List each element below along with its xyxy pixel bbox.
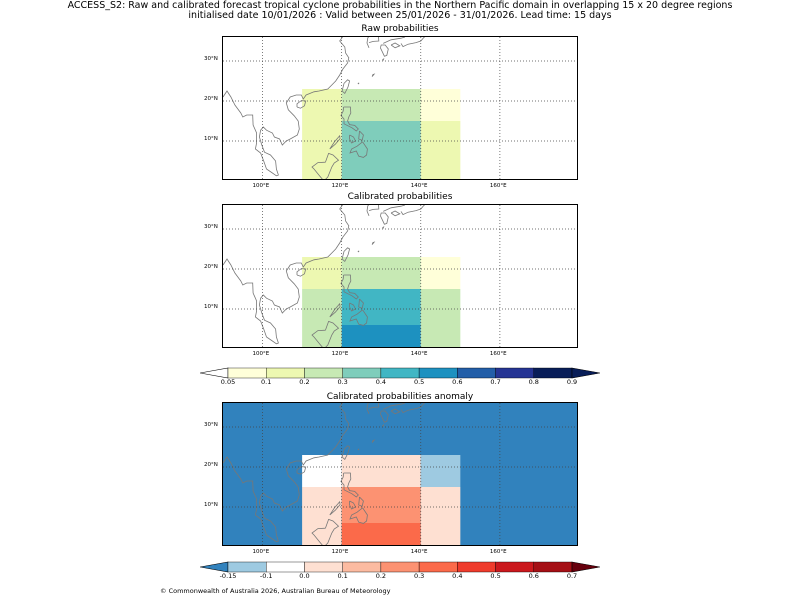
latitude-tick-label: 20°N [204, 96, 218, 102]
colorbar-tick-label: 0.5 [413, 378, 425, 386]
probability-cell [341, 89, 421, 121]
longitude-tick-label: 140°E [410, 549, 428, 555]
longitude-tick-label: 120°E [331, 351, 349, 357]
calibrated-probabilities-map [222, 204, 578, 348]
latitude-tick-label: 10°N [204, 502, 218, 508]
colorbar-segment [227, 367, 267, 379]
colorbar-tick-label: 0.0 [299, 572, 310, 580]
colorbar-tick-label: 0.1 [337, 572, 348, 580]
probability-colorbar [199, 364, 601, 379]
colorbar-tick-label: 0.7 [566, 572, 578, 580]
colorbar-tick-label: 0.6 [528, 572, 539, 580]
copyright-notice: © Commonwealth of Australia 2026, Austra… [160, 587, 391, 595]
colorbar-segment [495, 561, 534, 573]
probability-cell [420, 455, 461, 487]
colorbar-tick-label: 0.5 [490, 572, 501, 580]
longitude-tick-label: 100°E [252, 183, 270, 189]
colorbar-tick-label: 0.05 [220, 378, 236, 386]
raw-probabilities-map [222, 36, 578, 180]
colorbar-segment [457, 367, 496, 379]
coastline [223, 403, 425, 545]
probability-cell [302, 121, 342, 179]
graticule [223, 403, 577, 545]
longitude-tick-label: 120°E [331, 183, 349, 189]
anomaly-panel-title: Calibrated probabilities anomaly [326, 392, 474, 402]
longitude-tick-label: 140°E [410, 351, 428, 357]
probability-cell [341, 121, 421, 179]
calibrated-panel-title: Calibrated probabilities [347, 192, 453, 202]
latitude-tick-label: 30°N [204, 224, 218, 230]
raw-panel-title: Raw probabilities [361, 24, 439, 34]
colorbar-tick-label: 0.9 [566, 378, 578, 386]
longitude-tick-label: 100°E [252, 351, 270, 357]
colorbar-segment [227, 561, 267, 573]
probability-cell [341, 257, 421, 289]
graticule [223, 37, 577, 179]
probability-cell [420, 121, 461, 179]
colorbar-segment [380, 367, 420, 379]
probability-cell [420, 257, 461, 289]
colorbar-segment [418, 561, 458, 573]
latitude-tick-label: 10°N [204, 136, 218, 142]
colorbar-segment [457, 561, 496, 573]
colorbar-over-arrow [571, 367, 601, 379]
probability-cell [341, 325, 421, 347]
longitude-tick-label: 160°E [489, 351, 507, 357]
colorbar-over-arrow [571, 561, 601, 573]
colorbar-segment [380, 561, 420, 573]
colorbar-tick-label: -0.1 [259, 572, 273, 580]
colorbar-tick-label: 0.8 [528, 378, 539, 386]
colorbar-tick-label: 0.7 [490, 378, 501, 386]
latitude-tick-label: 20°N [204, 462, 218, 468]
colorbar-tick-label: 0.3 [337, 378, 348, 386]
anomaly-colorbar [199, 558, 601, 573]
figure-title-line-2: initialised date 10/01/2026 : Valid betw… [188, 10, 612, 21]
colorbar-tick-label: 0.4 [452, 572, 463, 580]
longitude-tick-label: 100°E [252, 549, 270, 555]
colorbar-segment [342, 561, 382, 573]
colorbar-segment [418, 367, 458, 379]
probability-cell [420, 289, 461, 347]
colorbar-tick-label: 0.6 [452, 378, 463, 386]
longitude-tick-label: 160°E [489, 183, 507, 189]
probability-cell [302, 487, 342, 545]
colorbar-segment [304, 561, 343, 573]
colorbar-under-arrow [199, 561, 229, 573]
coastline [223, 37, 425, 179]
graticule [223, 205, 577, 347]
colorbar-segment [304, 367, 343, 379]
longitude-tick-label: 140°E [410, 183, 428, 189]
colorbar-segment [266, 367, 305, 379]
colorbar-tick-label: 0.1 [261, 378, 272, 386]
longitude-tick-label: 160°E [489, 549, 507, 555]
probability-cell [341, 523, 421, 545]
latitude-tick-label: 30°N [204, 56, 218, 62]
colorbar-tick-label: 0.2 [299, 378, 310, 386]
anomaly-map [222, 402, 578, 546]
latitude-tick-label: 30°N [204, 422, 218, 428]
probability-cell [341, 455, 421, 487]
colorbar-tick-label: -0.15 [219, 572, 237, 580]
colorbar-segment [266, 561, 305, 573]
probability-cell [420, 89, 461, 121]
longitude-tick-label: 120°E [331, 549, 349, 555]
probability-cell [302, 289, 342, 347]
colorbar-tick-label: 0.4 [375, 378, 387, 386]
colorbar-tick-label: 0.2 [375, 572, 387, 580]
colorbar-segment [533, 367, 573, 379]
latitude-tick-label: 10°N [204, 304, 218, 310]
latitude-tick-label: 20°N [204, 264, 218, 270]
colorbar-segment [495, 367, 534, 379]
colorbar-tick-label: 0.3 [413, 572, 425, 580]
colorbar-segment [533, 561, 573, 573]
colorbar-under-arrow [199, 367, 229, 379]
probability-cell [420, 487, 461, 545]
colorbar-segment [342, 367, 382, 379]
figure-title-line-1: ACCESS_S2: Raw and calibrated forecast t… [67, 0, 733, 11]
coastline [223, 205, 425, 347]
